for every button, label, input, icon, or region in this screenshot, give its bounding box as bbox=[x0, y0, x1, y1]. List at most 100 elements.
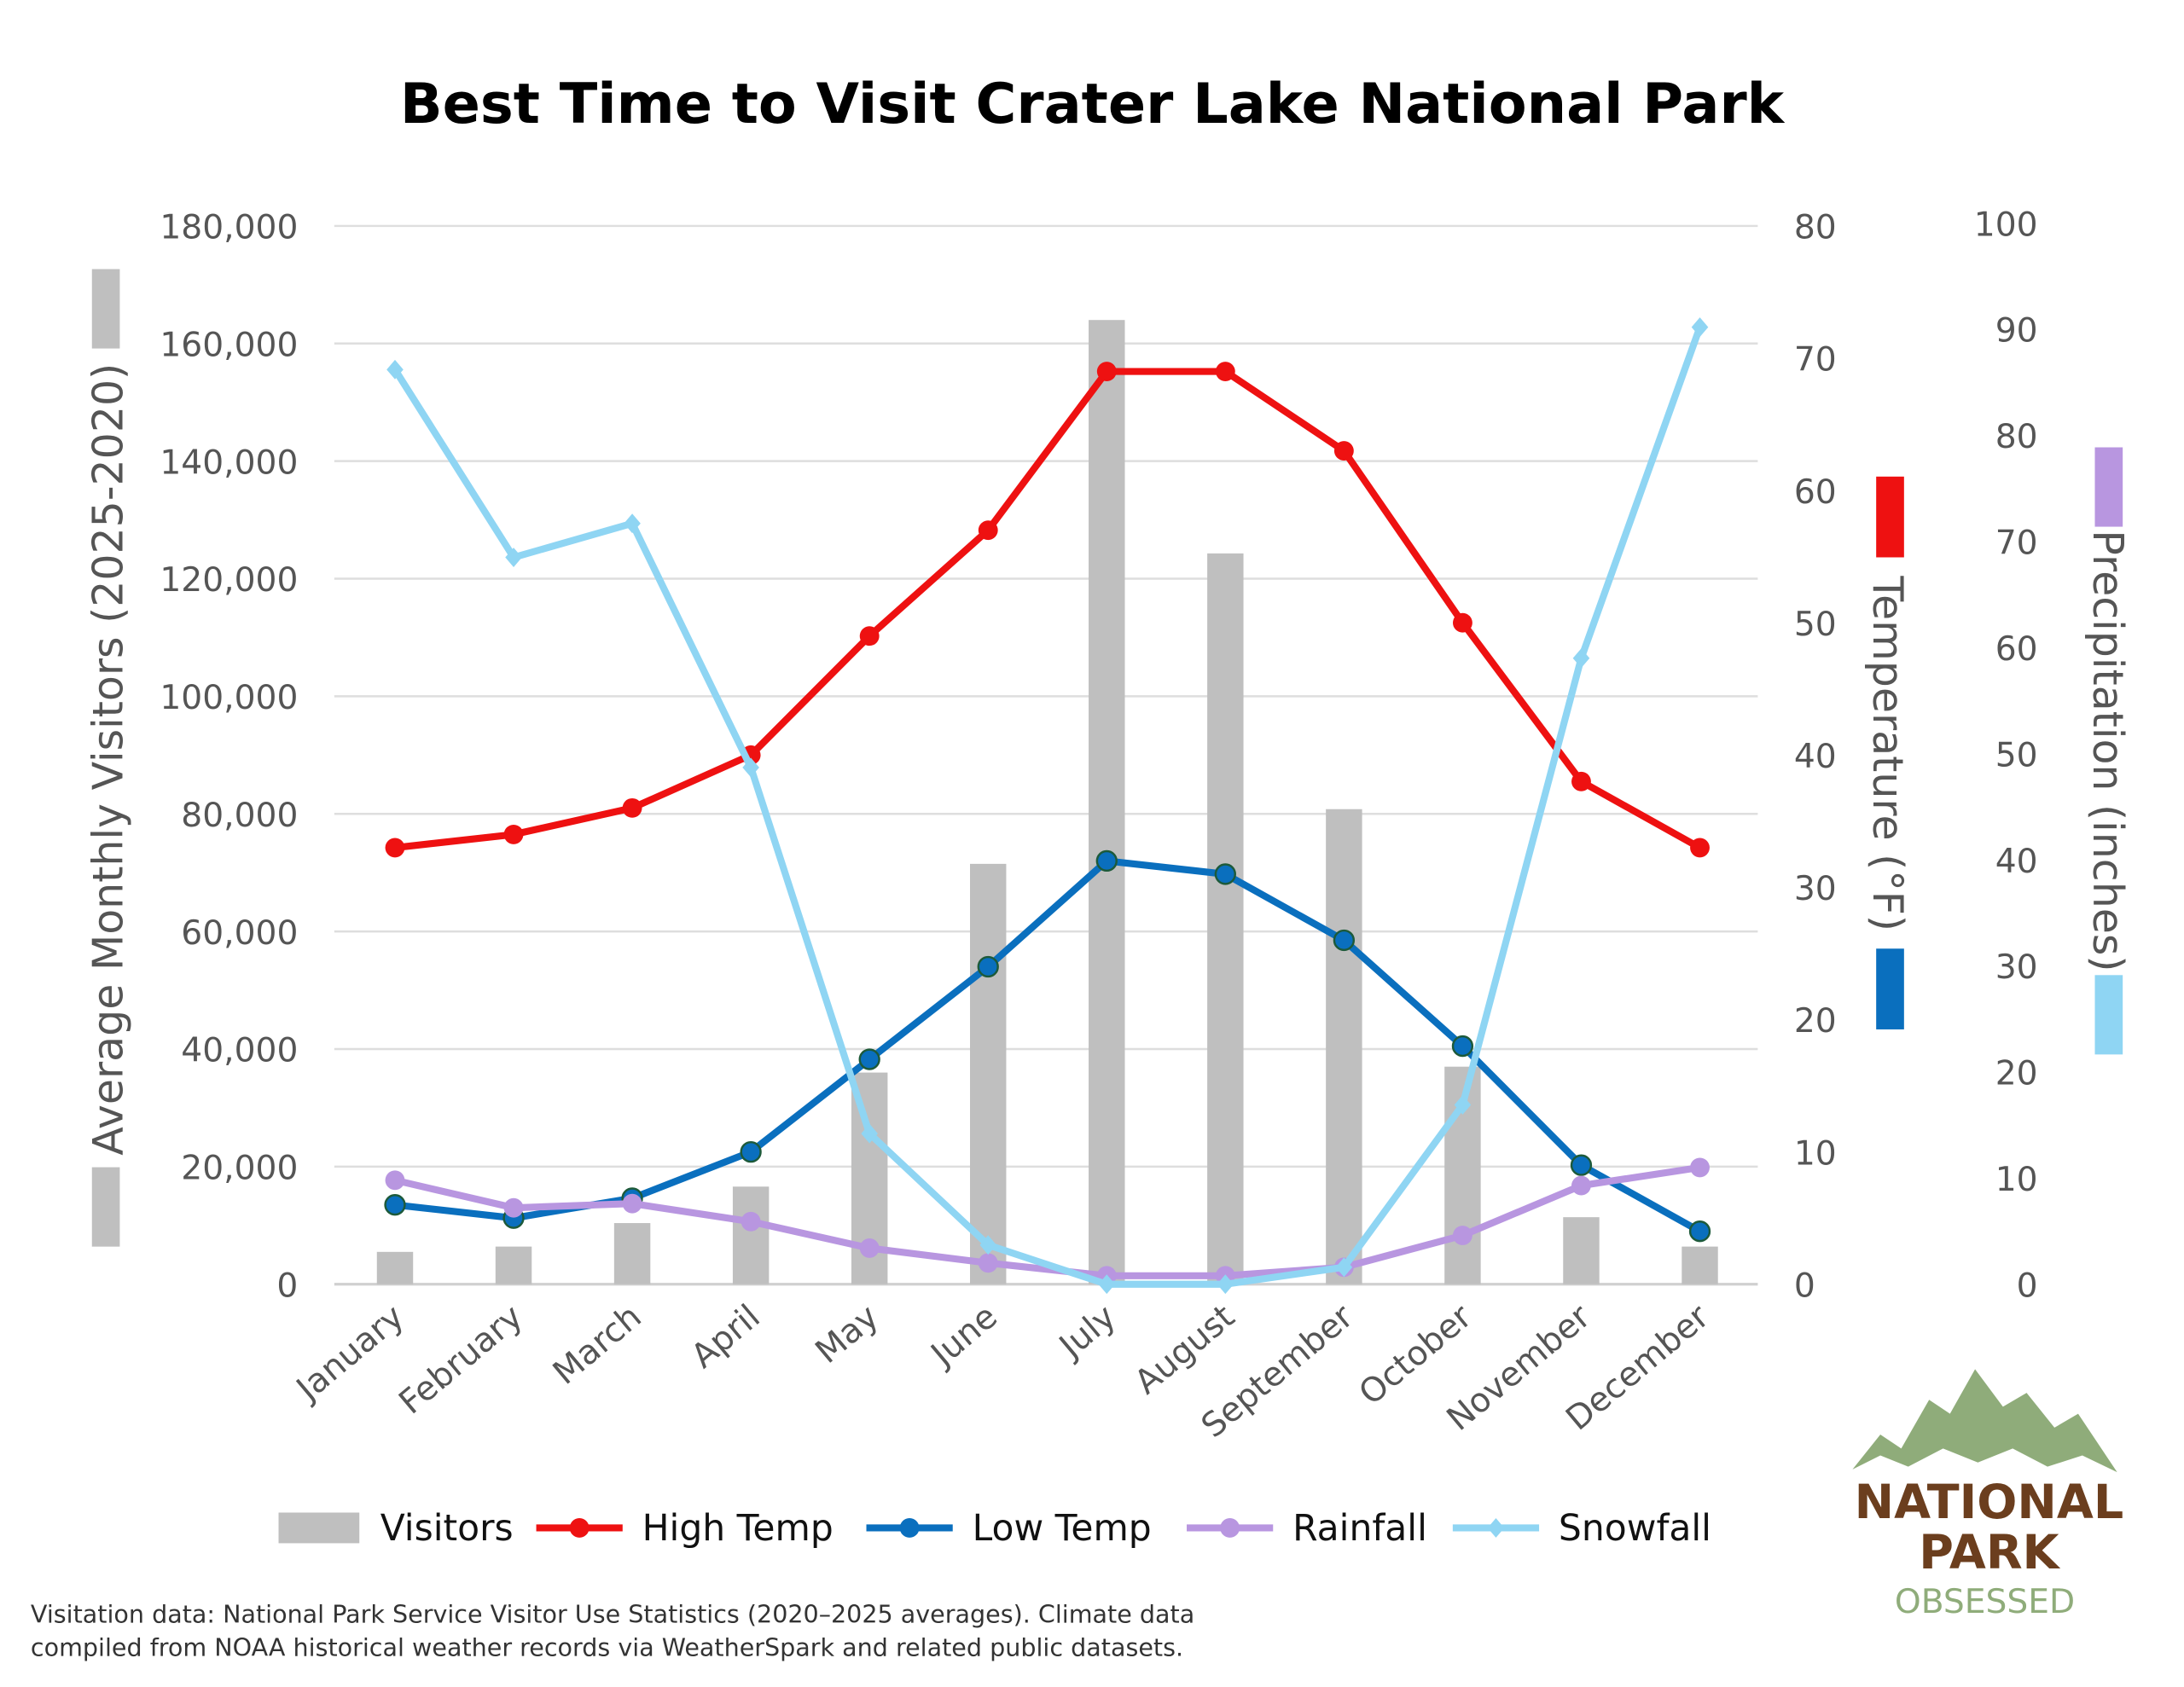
line bbox=[394, 368, 1702, 851]
bar-february bbox=[495, 1246, 532, 1284]
point-june bbox=[978, 1253, 998, 1273]
left-axis-ticks: 0 20,000 40,000 60,000 80,000 100,000 120,000 1… bbox=[160, 209, 298, 1306]
x-label-june: June bbox=[922, 1297, 1005, 1375]
legend: Visitors High Temp Low Temp Rainfall Snowfal… bbox=[278, 1508, 1711, 1550]
line bbox=[394, 1163, 1701, 1279]
legend-item-high-temp: High Temp bbox=[536, 1508, 834, 1550]
point-january bbox=[384, 1194, 406, 1216]
point-july bbox=[1095, 849, 1118, 872]
bar-august bbox=[1207, 553, 1244, 1284]
point-november bbox=[1571, 1175, 1591, 1196]
legend-marker bbox=[569, 1518, 590, 1538]
point-april bbox=[741, 1211, 761, 1232]
x-label-february: February bbox=[392, 1297, 531, 1422]
temperature-tick-label: 10 bbox=[1794, 1134, 1837, 1173]
visitors-swatch-bottom bbox=[91, 1167, 120, 1247]
temperature-tick-label: 30 bbox=[1794, 870, 1837, 908]
x-label-july: July bbox=[1051, 1297, 1124, 1367]
point-january bbox=[385, 838, 405, 858]
point-november bbox=[1572, 648, 1590, 669]
precipitation-tick-label: 90 bbox=[1995, 312, 2038, 351]
point-june bbox=[979, 1235, 997, 1255]
temperature-tick-label: 50 bbox=[1794, 606, 1837, 644]
legend-label: High Temp bbox=[642, 1508, 834, 1550]
left-tick-label: 160,000 bbox=[160, 326, 298, 364]
point-february bbox=[503, 824, 524, 844]
point-june bbox=[977, 955, 999, 978]
legend-label: Snowfall bbox=[1559, 1508, 1711, 1550]
point-september bbox=[1333, 929, 1356, 952]
point-october bbox=[1452, 1226, 1472, 1245]
x-label-april: April bbox=[684, 1297, 768, 1376]
national-park-obsessed-logo: NATIONAL PARK OBSESSED bbox=[1852, 1369, 2123, 1621]
point-march bbox=[622, 1193, 642, 1214]
mountains-icon bbox=[1852, 1369, 2117, 1473]
chart-title: Best Time to Visit Crater Lake National … bbox=[400, 72, 1786, 136]
visitors-swatch-top bbox=[91, 269, 120, 349]
temperature-tick-label: 70 bbox=[1794, 341, 1837, 380]
point-may bbox=[859, 1238, 880, 1258]
point-november bbox=[1571, 771, 1591, 791]
legend-item-snowfall: Snowfall bbox=[1452, 1508, 1711, 1550]
legend-marker bbox=[1220, 1518, 1240, 1538]
precipitation-tick-label: 0 bbox=[2017, 1267, 2038, 1305]
logo-line-2: PARK bbox=[1919, 1525, 2060, 1580]
temperature-tick-label: 40 bbox=[1794, 738, 1837, 776]
point-january bbox=[385, 1170, 405, 1191]
temperature-axis-ticks: 0 10 20 30 40 50 60 70 80 bbox=[1794, 209, 1837, 1306]
line bbox=[392, 326, 1704, 1288]
bar-march bbox=[613, 1223, 651, 1284]
precipitation-tick-label: 60 bbox=[1995, 630, 2038, 669]
legend-swatch bbox=[278, 1512, 360, 1544]
line bbox=[394, 857, 1702, 1235]
point-february bbox=[503, 1197, 524, 1218]
legend-marker bbox=[1487, 1518, 1505, 1538]
point-march bbox=[622, 797, 642, 818]
snowfall-swatch bbox=[2094, 975, 2123, 1055]
left-tick-label: 20,000 bbox=[181, 1150, 298, 1188]
point-august bbox=[1215, 362, 1235, 381]
temperature-tick-label: 0 bbox=[1794, 1267, 1815, 1305]
bar-june bbox=[970, 863, 1007, 1284]
point-september bbox=[1333, 441, 1354, 461]
legend-label: Visitors bbox=[380, 1508, 514, 1550]
logo-line-3: OBSESSED bbox=[1895, 1583, 2075, 1621]
legend-label: Rainfall bbox=[1292, 1508, 1427, 1550]
bar-december bbox=[1682, 1246, 1718, 1284]
precipitation-tick-label: 30 bbox=[1995, 948, 2038, 987]
left-tick-label: 120,000 bbox=[160, 561, 298, 600]
logo-line-1: NATIONAL bbox=[1855, 1475, 2124, 1530]
precipitation-tick-label: 50 bbox=[1995, 736, 2038, 774]
point-october bbox=[1451, 1035, 1474, 1058]
gridlines bbox=[334, 224, 1758, 1286]
left-tick-label: 100,000 bbox=[160, 679, 298, 717]
bar-january bbox=[376, 1251, 414, 1284]
series-lines bbox=[384, 317, 1711, 1295]
visitor-bars bbox=[376, 320, 1718, 1284]
left-axis-title: Average Monthly Visitors (2025-2020) bbox=[84, 363, 133, 1156]
left-tick-label: 180,000 bbox=[160, 209, 298, 247]
bar-september bbox=[1326, 809, 1362, 1284]
left-tick-label: 80,000 bbox=[181, 797, 298, 835]
point-october bbox=[1452, 612, 1472, 633]
temperature-axis-title: Temperature (°F) bbox=[1863, 575, 1912, 931]
point-june bbox=[978, 520, 998, 541]
precipitation-axis-title: Precipitation (inches) bbox=[2083, 530, 2132, 971]
series-snowfall bbox=[386, 317, 1709, 1295]
point-april bbox=[740, 1140, 762, 1163]
series-rainfall bbox=[385, 1157, 1710, 1286]
precipitation-tick-label: 70 bbox=[1995, 525, 2038, 563]
precipitation-tick-label: 20 bbox=[1995, 1055, 2038, 1093]
point-may bbox=[859, 626, 880, 646]
temperature-tick-label: 60 bbox=[1794, 473, 1837, 512]
precipitation-tick-label: 40 bbox=[1995, 843, 2038, 881]
precipitation-tick-label: 80 bbox=[1995, 418, 2038, 456]
point-august bbox=[1214, 863, 1236, 885]
x-label-march: March bbox=[546, 1297, 648, 1392]
point-november bbox=[1570, 1154, 1593, 1176]
legend-label: Low Temp bbox=[973, 1508, 1152, 1550]
bar-july bbox=[1089, 320, 1125, 1284]
point-may bbox=[861, 1123, 878, 1144]
point-april bbox=[742, 757, 759, 778]
left-tick-label: 40,000 bbox=[181, 1032, 298, 1070]
